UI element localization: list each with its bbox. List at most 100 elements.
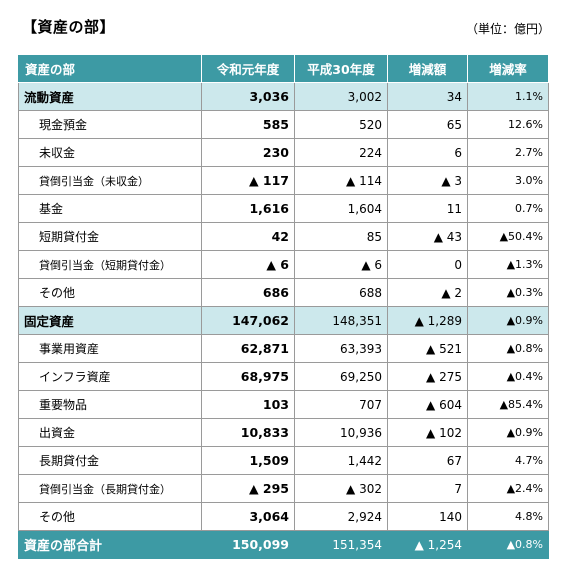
row-name: 長期貸付金 <box>18 446 202 475</box>
row-name: 貸倒引当金（長期貸付金） <box>18 474 202 503</box>
value-change-rate: ▲0.8% <box>467 334 549 363</box>
value-fy-r1: 150,099 <box>201 530 295 559</box>
table-row: 長期貸付金 1,509 1,442 67 4.7% <box>18 446 549 475</box>
value-change-rate: ▲0.3% <box>467 278 549 307</box>
value-change-amount: 140 <box>387 502 468 531</box>
value-fy-r1: 686 <box>201 278 295 307</box>
value-change-amount: 0 <box>387 250 468 279</box>
row-name: 資産の部合計 <box>18 530 202 559</box>
value-fy-r1: 103 <box>201 390 295 419</box>
value-fy-h30: 1,442 <box>294 446 388 475</box>
value-change-amount: ▲ 2 <box>387 278 468 307</box>
header-change-amount: 増減額 <box>387 54 468 83</box>
value-change-rate: 2.7% <box>467 138 549 167</box>
row-name: 基金 <box>18 194 202 223</box>
value-change-rate: 12.6% <box>467 110 549 139</box>
table-row: 基金 1,616 1,604 11 0.7% <box>18 194 549 223</box>
value-change-amount: ▲ 3 <box>387 166 468 195</box>
table-row: 貸倒引当金（未収金） ▲ 117 ▲ 114 ▲ 3 3.0% <box>18 166 549 195</box>
row-name: 固定資産 <box>18 306 202 335</box>
row-name: 重要物品 <box>18 390 202 419</box>
value-fy-h30: ▲ 6 <box>294 250 388 279</box>
table-row: 貸倒引当金（短期貸付金） ▲ 6 ▲ 6 0 ▲1.3% <box>18 250 549 279</box>
value-change-rate: 0.7% <box>467 194 549 223</box>
row-name: 貸倒引当金（未収金） <box>18 166 202 195</box>
value-change-rate: ▲50.4% <box>467 222 549 251</box>
page-title: 【資産の部】 <box>22 18 116 36</box>
row-name: その他 <box>18 278 202 307</box>
value-fy-h30: 151,354 <box>294 530 388 559</box>
value-change-amount: ▲ 1,254 <box>387 530 468 559</box>
value-fy-h30: 224 <box>294 138 388 167</box>
balance-sheet-table: 資産の部 令和元年度 平成30年度 増減額 増減率 流動資産 3,036 3,002… <box>18 54 549 559</box>
value-fy-r1: 10,833 <box>201 418 295 447</box>
value-change-rate: ▲0.4% <box>467 362 549 391</box>
value-change-rate: 4.8% <box>467 502 549 531</box>
table-row: 短期貸付金 42 85 ▲ 43 ▲50.4% <box>18 222 549 251</box>
value-change-rate: ▲0.9% <box>467 306 549 335</box>
value-fy-r1: 3,064 <box>201 502 295 531</box>
table-header-row: 資産の部 令和元年度 平成30年度 増減額 増減率 <box>18 54 549 83</box>
value-fy-r1: ▲ 295 <box>201 474 295 503</box>
value-change-amount: 67 <box>387 446 468 475</box>
value-fy-h30: ▲ 302 <box>294 474 388 503</box>
value-fy-h30: ▲ 114 <box>294 166 388 195</box>
value-change-amount: ▲ 275 <box>387 362 468 391</box>
value-fy-h30: 707 <box>294 390 388 419</box>
row-name: 未収金 <box>18 138 202 167</box>
table-row: 資産の部合計 150,099 151,354 ▲ 1,254 ▲0.8% <box>18 530 549 559</box>
header-fy-r1: 令和元年度 <box>201 54 295 83</box>
value-change-amount: ▲ 604 <box>387 390 468 419</box>
row-name: 事業用資産 <box>18 334 202 363</box>
value-change-amount: 65 <box>387 110 468 139</box>
value-fy-r1: 230 <box>201 138 295 167</box>
value-fy-h30: 63,393 <box>294 334 388 363</box>
value-fy-r1: 147,062 <box>201 306 295 335</box>
value-change-rate: ▲2.4% <box>467 474 549 503</box>
value-change-rate: ▲0.8% <box>467 530 549 559</box>
value-change-amount: ▲ 102 <box>387 418 468 447</box>
value-change-rate: ▲1.3% <box>467 250 549 279</box>
table-row: 未収金 230 224 6 2.7% <box>18 138 549 167</box>
row-name: 流動資産 <box>18 82 202 111</box>
row-name: 出資金 <box>18 418 202 447</box>
value-fy-r1: 1,616 <box>201 194 295 223</box>
value-fy-r1: 42 <box>201 222 295 251</box>
value-change-rate: ▲0.9% <box>467 418 549 447</box>
table-row: 事業用資産 62,871 63,393 ▲ 521 ▲0.8% <box>18 334 549 363</box>
value-fy-h30: 688 <box>294 278 388 307</box>
value-fy-r1: 1,509 <box>201 446 295 475</box>
table-row: 流動資産 3,036 3,002 34 1.1% <box>18 82 549 111</box>
value-fy-h30: 10,936 <box>294 418 388 447</box>
header-change-rate: 増減率 <box>467 54 549 83</box>
value-change-rate: 4.7% <box>467 446 549 475</box>
row-name: 短期貸付金 <box>18 222 202 251</box>
row-name: インフラ資産 <box>18 362 202 391</box>
unit-label: （単位：億円） <box>465 22 550 36</box>
value-fy-h30: 148,351 <box>294 306 388 335</box>
header-fy-h30: 平成30年度 <box>294 54 388 83</box>
value-change-rate: 1.1% <box>467 82 549 111</box>
row-name: 現金預金 <box>18 110 202 139</box>
table-row: 現金預金 585 520 65 12.6% <box>18 110 549 139</box>
value-fy-h30: 85 <box>294 222 388 251</box>
table-row: 貸倒引当金（長期貸付金） ▲ 295 ▲ 302 7 ▲2.4% <box>18 474 549 503</box>
row-name: その他 <box>18 502 202 531</box>
value-fy-h30: 2,924 <box>294 502 388 531</box>
value-fy-r1: 585 <box>201 110 295 139</box>
header-category: 資産の部 <box>18 54 202 83</box>
value-change-amount: ▲ 1,289 <box>387 306 468 335</box>
value-fy-h30: 3,002 <box>294 82 388 111</box>
table-row: その他 686 688 ▲ 2 ▲0.3% <box>18 278 549 307</box>
value-change-amount: ▲ 43 <box>387 222 468 251</box>
value-change-amount: ▲ 521 <box>387 334 468 363</box>
table-row: 重要物品 103 707 ▲ 604 ▲85.4% <box>18 390 549 419</box>
value-fy-h30: 1,604 <box>294 194 388 223</box>
table-row: インフラ資産 68,975 69,250 ▲ 275 ▲0.4% <box>18 362 549 391</box>
value-change-amount: 7 <box>387 474 468 503</box>
table-row: その他 3,064 2,924 140 4.8% <box>18 502 549 531</box>
value-change-amount: 34 <box>387 82 468 111</box>
value-fy-r1: 3,036 <box>201 82 295 111</box>
value-fy-r1: ▲ 117 <box>201 166 295 195</box>
value-fy-r1: 68,975 <box>201 362 295 391</box>
